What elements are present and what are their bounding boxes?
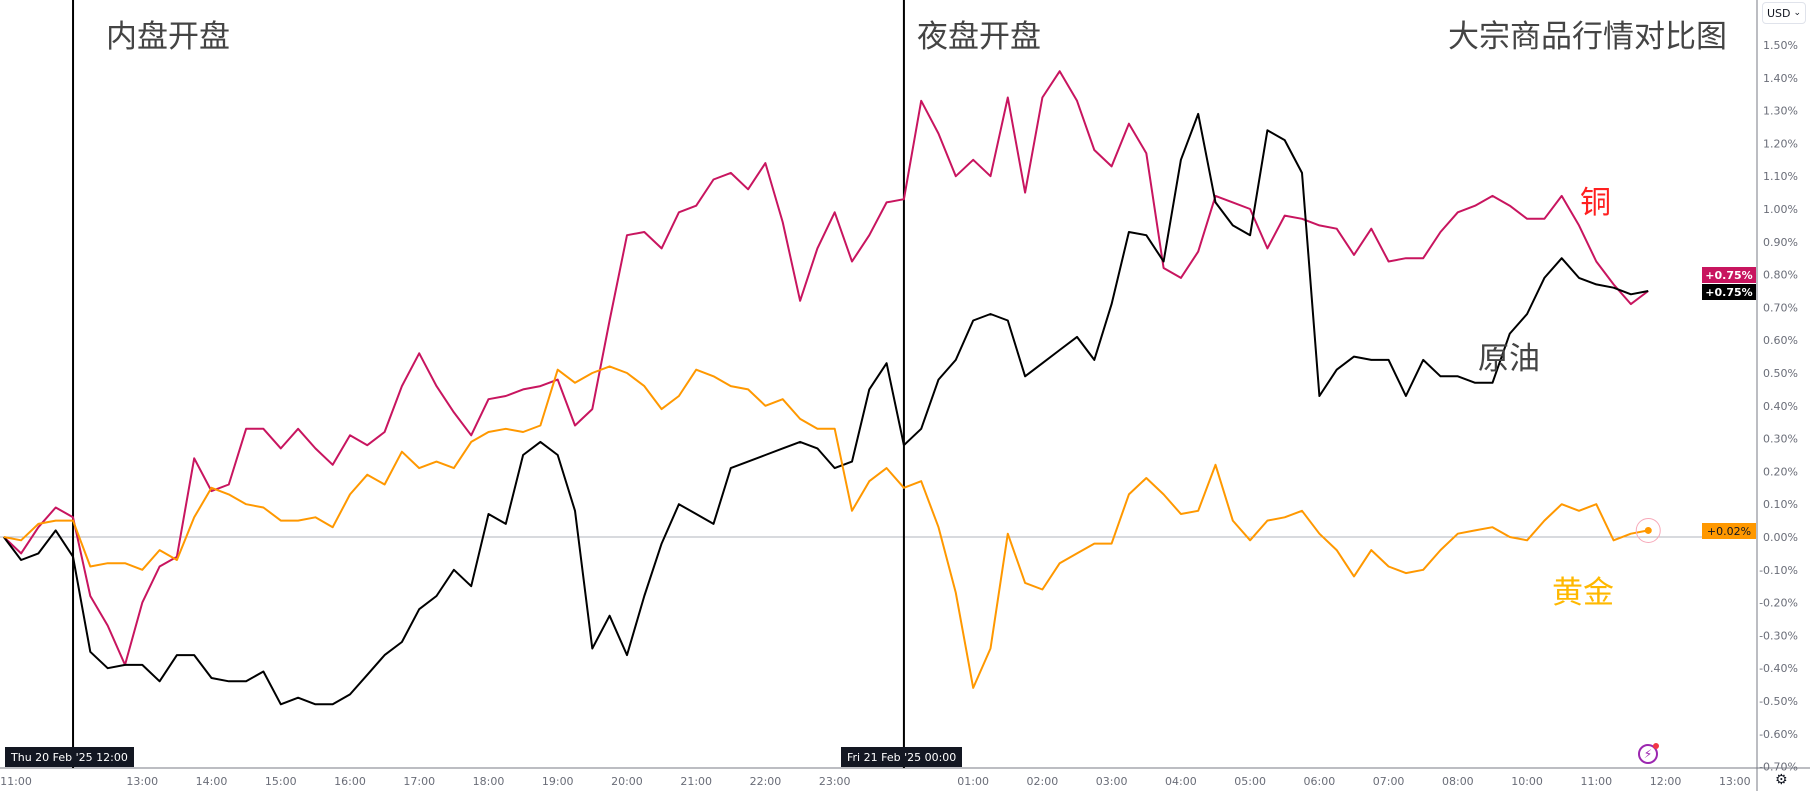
y-tick-label: 1.10% bbox=[1763, 170, 1798, 183]
x-tick-label: 14:00 bbox=[196, 775, 228, 788]
x-tick-label: 13:00 bbox=[126, 775, 158, 788]
x-tick-label: 04:00 bbox=[1165, 775, 1197, 788]
chart-title: 大宗商品行情对比图 bbox=[1448, 19, 1727, 55]
x-tick-label: 11:00 bbox=[0, 775, 32, 788]
y-tick-label: 0.10% bbox=[1763, 498, 1798, 511]
y-tick-label: 0.60% bbox=[1763, 334, 1798, 347]
y-tick-label: 0.70% bbox=[1763, 301, 1798, 314]
y-tick-label: 0.00% bbox=[1763, 531, 1798, 544]
series-line-crude-oil bbox=[3, 112, 1649, 706]
y-tick-label: 0.90% bbox=[1763, 236, 1798, 249]
y-tick-label: 1.20% bbox=[1763, 137, 1798, 150]
y-tick-label: 1.40% bbox=[1763, 72, 1798, 85]
x-tick-label: 01:00 bbox=[957, 775, 989, 788]
y-tick-label: 1.50% bbox=[1763, 39, 1798, 52]
x-tick-label: 23:00 bbox=[819, 775, 851, 788]
x-tick-label: 10:00 bbox=[1511, 775, 1543, 788]
y-tick-label: 1.30% bbox=[1763, 105, 1798, 118]
legend-crude: 原油 bbox=[1478, 341, 1540, 377]
series-line-gold bbox=[3, 365, 1649, 689]
x-tick-label: 21:00 bbox=[680, 775, 712, 788]
x-tick-label: 20:00 bbox=[611, 775, 643, 788]
y-tick-label: 0.20% bbox=[1763, 465, 1798, 478]
legend-copper: 铜 bbox=[1580, 185, 1611, 221]
x-tick-label: 08:00 bbox=[1442, 775, 1474, 788]
x-tick-label: 12:00 bbox=[1650, 775, 1682, 788]
last-point-halo bbox=[1635, 517, 1661, 543]
annotation-domestic-open: 内盘开盘 bbox=[106, 19, 230, 55]
crosshair-time-label-left: Thu 20 Feb '25 12:00 bbox=[5, 747, 134, 767]
x-tick-label: 02:00 bbox=[1027, 775, 1059, 788]
series-lines bbox=[3, 70, 1661, 706]
crude-last-value: +0.75% bbox=[1702, 284, 1756, 300]
currency-select[interactable]: USD ⌄ bbox=[1762, 2, 1806, 24]
y-tick-label: -0.10% bbox=[1759, 564, 1798, 577]
x-tick-label: 18:00 bbox=[473, 775, 505, 788]
legend-gold: 黄金 bbox=[1552, 575, 1614, 611]
x-tick-label: 19:00 bbox=[542, 775, 574, 788]
y-tick-label: -0.60% bbox=[1759, 728, 1798, 741]
y-tick-label: 0.40% bbox=[1763, 400, 1798, 413]
gear-icon[interactable]: ⚙ bbox=[1775, 772, 1788, 788]
y-tick-label: -0.20% bbox=[1759, 597, 1798, 610]
lightning-icon[interactable]: ⚡ bbox=[1638, 743, 1659, 764]
x-tick-label: 13:00 bbox=[1719, 775, 1751, 788]
x-tick-label: 15:00 bbox=[265, 775, 297, 788]
y-tick-label: 0.50% bbox=[1763, 367, 1798, 380]
y-tick-label: -0.70% bbox=[1759, 761, 1798, 774]
y-axis[interactable]: 1.50% 1.40% 1.30% 1.20% 1.10% 1.00% 0.90% 0.80%… bbox=[1759, 39, 1798, 774]
last-point-dot bbox=[1644, 526, 1652, 534]
x-tick-label: 16:00 bbox=[334, 775, 366, 788]
y-tick-label: 1.00% bbox=[1763, 203, 1798, 216]
chevron-down-icon: ⌄ bbox=[1793, 8, 1801, 18]
currency-label: USD bbox=[1767, 6, 1791, 20]
x-tick-label: 06:00 bbox=[1304, 775, 1336, 788]
annotation-night-open: 夜盘开盘 bbox=[917, 19, 1041, 55]
x-axis[interactable]: 11:00 13:00 14:00 15:00 16:00 17:00 18:00 19:00… bbox=[0, 775, 1751, 788]
x-tick-label: 11:00 bbox=[1580, 775, 1612, 788]
y-tick-label: -0.30% bbox=[1759, 629, 1798, 642]
x-tick-label: 07:00 bbox=[1373, 775, 1405, 788]
copper-last-value: +0.75% bbox=[1702, 267, 1756, 283]
y-tick-label: -0.50% bbox=[1759, 695, 1798, 708]
x-tick-label: 22:00 bbox=[750, 775, 782, 788]
series-line-copper bbox=[3, 70, 1649, 666]
y-tick-label: 0.30% bbox=[1763, 433, 1798, 446]
x-tick-label: 05:00 bbox=[1234, 775, 1266, 788]
y-tick-label: 0.80% bbox=[1763, 269, 1798, 282]
crosshair-time-label-right: Fri 21 Feb '25 00:00 bbox=[841, 747, 963, 767]
y-tick-label: -0.40% bbox=[1759, 662, 1798, 675]
x-tick-label: 17:00 bbox=[403, 775, 435, 788]
gold-last-value: +0.02% bbox=[1702, 523, 1756, 539]
x-tick-label: 03:00 bbox=[1096, 775, 1128, 788]
